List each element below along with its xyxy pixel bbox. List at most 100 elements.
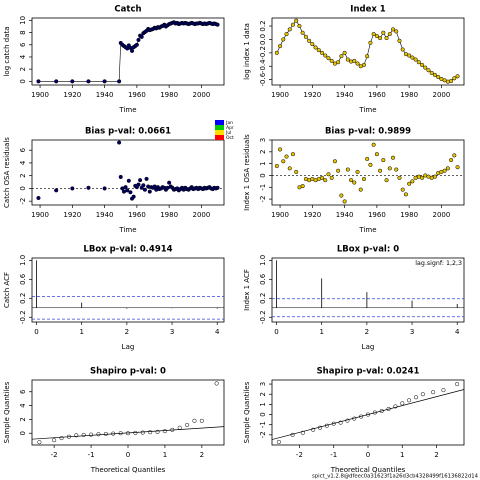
data-point bbox=[441, 388, 446, 393]
data-point bbox=[278, 44, 283, 49]
data-point bbox=[52, 438, 57, 443]
data-point bbox=[281, 159, 286, 164]
x-tick-label: 0 bbox=[34, 328, 38, 336]
x-axis-label: Theoretical Quantiles bbox=[330, 466, 406, 474]
panel-title: Bias p-val: 0.0661 bbox=[85, 127, 171, 137]
data-point bbox=[199, 418, 204, 423]
data-point bbox=[445, 79, 450, 84]
data-point bbox=[177, 425, 182, 430]
data-point bbox=[324, 423, 329, 428]
data-point bbox=[313, 45, 318, 50]
x-tick-label: 0 bbox=[366, 451, 370, 459]
x-tick-label: 1980 bbox=[400, 211, 418, 219]
data-point bbox=[359, 414, 364, 419]
data-point bbox=[319, 50, 325, 55]
data-point bbox=[125, 431, 131, 436]
data-point bbox=[131, 194, 136, 199]
data-point bbox=[455, 382, 460, 387]
data-point bbox=[37, 440, 42, 445]
y-tick-label: -0.6 bbox=[259, 72, 267, 86]
data-point bbox=[352, 58, 357, 63]
data-point bbox=[117, 79, 122, 84]
data-point bbox=[284, 154, 289, 159]
data-point bbox=[215, 22, 220, 27]
y-tick-label: -0.2 bbox=[259, 46, 267, 60]
x-tick-label: 2000 bbox=[192, 91, 210, 99]
data-point bbox=[66, 434, 71, 439]
y-tick-label: -0.4 bbox=[259, 59, 267, 73]
y-tick-label: 1.0 bbox=[259, 255, 267, 266]
data-point bbox=[148, 430, 153, 435]
x-axis-label: Time bbox=[118, 226, 136, 234]
x-tick-label: 1980 bbox=[160, 91, 178, 99]
data-line bbox=[38, 21, 218, 82]
data-point bbox=[371, 32, 376, 37]
data-point bbox=[394, 167, 399, 172]
data-point bbox=[294, 18, 299, 23]
data-point bbox=[429, 70, 434, 75]
y-tick-label: 1 bbox=[259, 161, 267, 165]
x-tick-label: 1980 bbox=[400, 91, 418, 99]
data-point bbox=[355, 61, 360, 66]
data-point bbox=[445, 166, 450, 171]
data-point bbox=[319, 175, 325, 180]
data-point bbox=[329, 175, 334, 180]
legend-swatch bbox=[215, 125, 224, 130]
data-point bbox=[74, 433, 79, 438]
data-point bbox=[284, 32, 289, 37]
data-point bbox=[329, 58, 334, 63]
data-point bbox=[326, 172, 331, 177]
data-point bbox=[384, 36, 389, 41]
data-point bbox=[276, 439, 281, 445]
data-point bbox=[420, 175, 425, 180]
x-tick-label: 1 bbox=[319, 328, 323, 336]
y-tick-label: 8 bbox=[19, 30, 27, 34]
data-point bbox=[352, 416, 357, 421]
data-point bbox=[290, 22, 296, 27]
x-tick-label: 1920 bbox=[63, 91, 81, 99]
data-point bbox=[345, 167, 350, 172]
data-point bbox=[310, 42, 315, 47]
data-point bbox=[426, 68, 431, 73]
footer: spict_v1.2.8@dfeec0a31623f1a26d3cb432849… bbox=[312, 474, 479, 480]
data-point bbox=[432, 72, 438, 77]
data-point bbox=[138, 178, 143, 183]
x-tick-label: 1960 bbox=[368, 211, 386, 219]
legend-swatch bbox=[215, 130, 224, 135]
data-point bbox=[300, 430, 305, 435]
data-point bbox=[365, 412, 371, 417]
y-tick-label: 1 bbox=[259, 402, 267, 406]
data-point bbox=[316, 48, 321, 53]
data-point bbox=[449, 158, 454, 163]
data-point bbox=[365, 54, 370, 59]
x-tick-label: 1900 bbox=[31, 91, 49, 99]
data-point bbox=[432, 174, 438, 179]
x-tick-label: 1920 bbox=[303, 91, 321, 99]
data-point bbox=[86, 185, 91, 190]
data-point bbox=[361, 62, 367, 67]
data-point bbox=[70, 186, 75, 191]
data-point bbox=[355, 169, 360, 174]
data-point bbox=[372, 410, 377, 415]
y-axis-label: log index 1 data bbox=[243, 23, 251, 80]
data-point bbox=[70, 79, 75, 84]
data-point bbox=[455, 74, 460, 79]
x-tick-label: 2000 bbox=[192, 211, 210, 219]
y-tick-label: -1 bbox=[259, 421, 267, 428]
data-point bbox=[365, 156, 370, 161]
x-tick-label: 2 bbox=[125, 328, 129, 336]
x-axis-label: Time bbox=[358, 226, 376, 234]
data-point bbox=[111, 431, 116, 436]
y-tick-label: -1 bbox=[259, 184, 267, 191]
x-axis-label: Lag bbox=[362, 343, 375, 351]
data-point bbox=[374, 34, 379, 39]
data-point bbox=[413, 57, 418, 62]
x-tick-label: 1940 bbox=[336, 211, 354, 219]
data-point bbox=[416, 60, 421, 65]
y-tick-label: 0.2 bbox=[259, 293, 267, 304]
data-point bbox=[339, 54, 344, 59]
data-point bbox=[118, 431, 123, 436]
x-tick-label: -1 bbox=[88, 451, 95, 459]
data-point bbox=[332, 159, 337, 164]
data-point bbox=[410, 55, 415, 60]
